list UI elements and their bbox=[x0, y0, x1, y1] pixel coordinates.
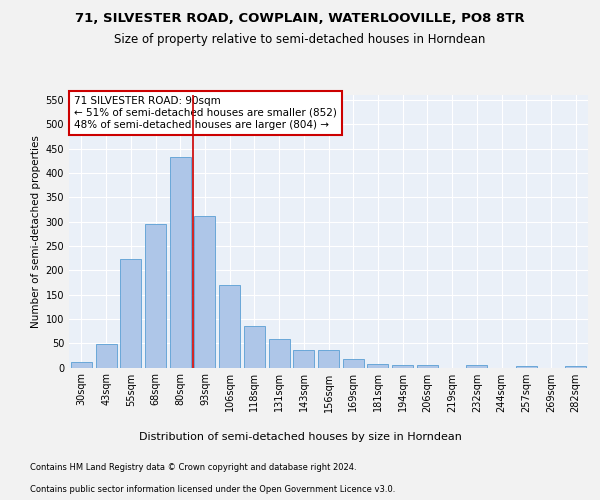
Text: Distribution of semi-detached houses by size in Horndean: Distribution of semi-detached houses by … bbox=[139, 432, 461, 442]
Bar bbox=[269, 340, 290, 367]
Bar bbox=[417, 365, 438, 368]
Text: Contains public sector information licensed under the Open Government Licence v3: Contains public sector information licen… bbox=[30, 485, 395, 494]
Bar bbox=[170, 157, 191, 368]
Bar bbox=[95, 344, 116, 368]
Bar bbox=[293, 350, 314, 368]
Text: 71 SILVESTER ROAD: 90sqm
← 51% of semi-detached houses are smaller (852)
48% of : 71 SILVESTER ROAD: 90sqm ← 51% of semi-d… bbox=[74, 96, 337, 130]
Bar bbox=[466, 365, 487, 368]
Bar bbox=[565, 366, 586, 368]
Bar bbox=[120, 258, 141, 368]
Text: 71, SILVESTER ROAD, COWPLAIN, WATERLOOVILLE, PO8 8TR: 71, SILVESTER ROAD, COWPLAIN, WATERLOOVI… bbox=[75, 12, 525, 26]
Bar bbox=[145, 224, 166, 368]
Bar bbox=[367, 364, 388, 368]
Text: Contains HM Land Registry data © Crown copyright and database right 2024.: Contains HM Land Registry data © Crown c… bbox=[30, 464, 356, 472]
Text: Size of property relative to semi-detached houses in Horndean: Size of property relative to semi-detach… bbox=[115, 32, 485, 46]
Bar bbox=[392, 365, 413, 368]
Bar bbox=[71, 362, 92, 368]
Bar bbox=[343, 359, 364, 368]
Bar bbox=[516, 366, 537, 368]
Bar bbox=[244, 326, 265, 368]
Bar bbox=[219, 285, 240, 368]
Bar bbox=[318, 350, 339, 368]
Bar bbox=[194, 216, 215, 368]
Y-axis label: Number of semi-detached properties: Number of semi-detached properties bbox=[31, 135, 41, 328]
